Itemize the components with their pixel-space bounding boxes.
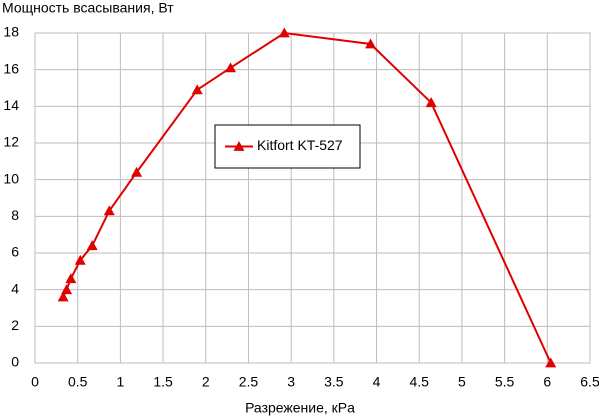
point-marker [74,254,86,265]
plot-area [34,32,591,364]
y-tick-label: 14 [3,97,19,113]
x-axis-label: Разрежение, кPa [245,400,355,416]
x-tick-label: 4 [373,374,381,390]
x-tick-label: 4.5 [409,374,429,390]
x-tick-label: 6.5 [580,374,599,390]
x-tick-label: 0.5 [68,374,88,390]
point-marker [545,357,557,368]
point-marker [103,205,115,216]
x-tick-label: 0 [31,374,39,390]
x-tick-label: 3.5 [324,374,344,390]
point-marker [131,166,143,177]
y-tick-label: 10 [3,170,19,186]
legend-marker [233,141,245,151]
y-tick-label: 0 [11,354,19,370]
x-tick-label: 3 [287,374,295,390]
x-tick-label: 6 [543,374,551,390]
x-tick-label: 5.5 [495,374,515,390]
point-marker [225,62,237,73]
y-tick-label: 8 [11,207,19,223]
legend: Kitfort KT-527 [214,124,361,169]
x-tick-label: 1.5 [153,374,173,390]
y-tick-label: 16 [3,60,19,76]
point-marker [57,291,69,302]
x-tick-label: 2 [202,374,210,390]
point-marker [86,240,98,251]
x-tick-label: 1 [116,374,124,390]
y-tick-label: 6 [11,244,19,260]
y-tick-label: 18 [3,24,19,40]
y-tick-label: 2 [11,317,19,333]
legend-label: Kitfort KT-527 [257,137,343,153]
y-axis-label: Мощность всасывания, Вт [2,0,174,16]
y-tick-label: 12 [3,134,19,150]
x-tick-label: 2.5 [239,374,259,390]
y-tick-label: 4 [11,280,19,296]
point-marker [425,97,437,108]
point-marker [65,273,77,284]
x-tick-label: 5 [458,374,466,390]
point-marker [61,284,73,295]
point-marker [365,38,377,49]
point-marker [278,27,290,38]
point-marker [191,84,203,95]
